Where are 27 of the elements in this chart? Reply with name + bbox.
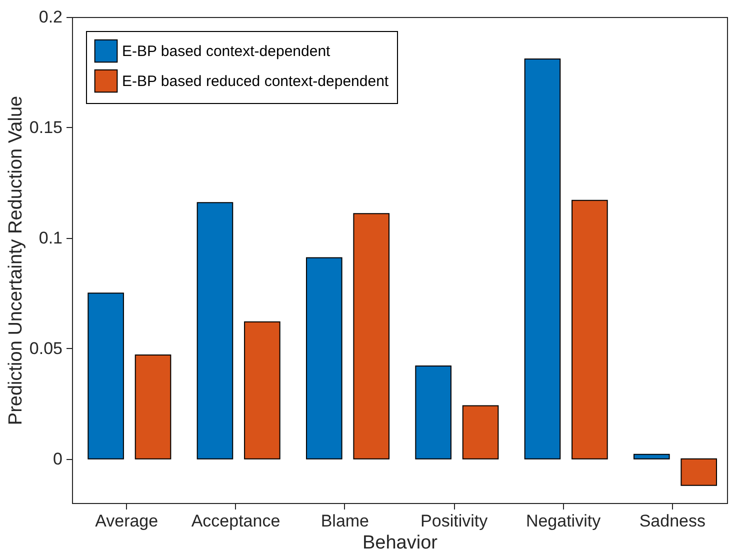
bar xyxy=(524,58,561,460)
legend-label: E-BP based reduced context-dependent xyxy=(122,73,390,90)
bar xyxy=(572,200,608,460)
y-tick-label: 0.15 xyxy=(29,118,62,137)
y-tick-label: 0.1 xyxy=(38,228,62,248)
bar xyxy=(196,202,234,460)
bar xyxy=(134,354,172,460)
x-tick-label: Acceptance xyxy=(191,512,280,530)
bar xyxy=(415,366,452,460)
x-tick-label: Sadness xyxy=(639,512,706,530)
bar xyxy=(680,458,718,486)
bar xyxy=(353,213,390,460)
x-tick-label: Positivity xyxy=(420,512,488,530)
x-tick-label: Average xyxy=(95,512,158,530)
x-axis-title: Behavior xyxy=(362,532,438,554)
x-tick-label: Negativity xyxy=(526,512,602,530)
bar xyxy=(462,405,499,460)
y-tick-label: 0.05 xyxy=(29,338,62,358)
bar xyxy=(244,321,280,460)
bar xyxy=(88,292,124,460)
bar xyxy=(306,257,342,460)
bar xyxy=(633,454,670,460)
y-axis-title: Prediction Uncertainty Reduction Value xyxy=(5,96,26,426)
y-tick-label: 0.2 xyxy=(38,8,62,26)
x-tick-label: Blame xyxy=(320,512,370,530)
y-tick-label: 0 xyxy=(53,449,62,468)
legend-label: E-BP based context-dependent xyxy=(122,43,332,60)
